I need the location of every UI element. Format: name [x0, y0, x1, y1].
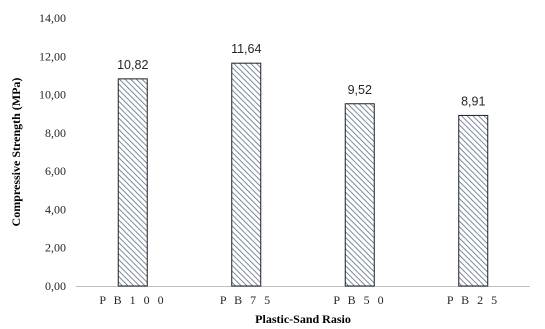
y-tick-label: 4,00 [45, 202, 66, 216]
y-tick-label: 6,00 [45, 164, 66, 178]
x-axis-title: Plastic-Sand Rasio [255, 312, 351, 326]
data-label: 8,91 [461, 94, 485, 108]
y-tick-label: 8,00 [45, 126, 66, 140]
x-tick-label: P B 2 5 [447, 293, 500, 307]
bars [117, 62, 489, 287]
x-tick-label: P B 1 0 0 [99, 293, 166, 307]
bar-pb50 [344, 103, 375, 287]
x-tick-label: P B 5 0 [333, 293, 386, 307]
y-tick-label: 10,00 [39, 88, 66, 102]
data-label: 10,82 [117, 58, 148, 72]
data-label: 9,52 [348, 83, 372, 97]
bar-pb100 [117, 78, 148, 287]
data-labels: 10,82 11,64 9,52 8,91 [117, 42, 485, 108]
data-label: 11,64 [231, 42, 261, 56]
y-tick-label: 0,00 [45, 279, 66, 293]
bar-pb75 [231, 62, 262, 287]
y-tick-label: 2,00 [45, 241, 66, 255]
y-tick-label: 14,00 [39, 11, 66, 25]
x-tick-label: P B 7 5 [220, 293, 273, 307]
y-axis-title: Compressive Strength (MPa) [9, 78, 23, 227]
x-axis-ticks: P B 1 0 0 P B 7 5 P B 5 0 P B 2 5 [99, 293, 500, 307]
y-axis-ticks: 0,00 2,00 4,00 6,00 8,00 10,00 12,00 14,00 [39, 11, 66, 293]
bar-pb25 [458, 114, 489, 287]
y-tick-label: 12,00 [39, 49, 66, 63]
